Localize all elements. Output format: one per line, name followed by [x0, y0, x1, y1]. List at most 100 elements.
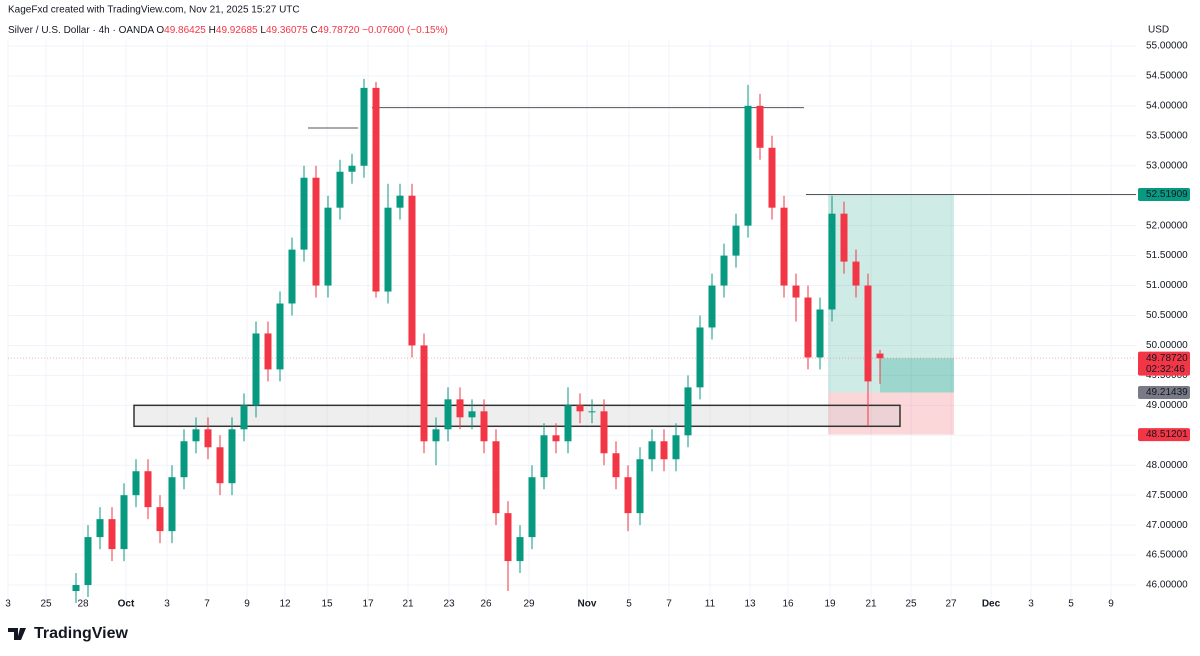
- y-tick-label: 55.00000: [1146, 41, 1188, 52]
- y-tick-label: 50.50000: [1146, 310, 1188, 321]
- candle-body: [96, 519, 104, 538]
- price-label: 48.51201: [1146, 429, 1188, 440]
- x-tick-label: 21: [402, 599, 414, 610]
- candle-body: [372, 87, 380, 292]
- candle-body: [684, 387, 692, 436]
- ohlc-value: 49.92685: [216, 25, 258, 36]
- candle-body: [156, 507, 164, 532]
- candle-body: [828, 213, 836, 310]
- y-tick-label: 46.50000: [1146, 550, 1188, 561]
- price-label-bg: [1138, 188, 1190, 202]
- candle-body: [864, 285, 872, 382]
- y-tick-label: 54.00000: [1146, 100, 1188, 111]
- x-tick-label: 7: [666, 599, 672, 610]
- y-tick-label: 53.00000: [1146, 160, 1188, 171]
- candle-body: [108, 519, 116, 550]
- ohlc-letter: C: [310, 25, 317, 36]
- stop-zone: [828, 392, 954, 435]
- candle-body: [216, 447, 224, 484]
- candle-body: [192, 429, 200, 442]
- x-tick-label: 25: [40, 599, 52, 610]
- candle-body: [288, 249, 296, 304]
- price-label-bg: [1138, 385, 1190, 399]
- y-tick-label: 54.50000: [1146, 71, 1188, 82]
- candle-body: [396, 195, 404, 208]
- candle-body: [300, 177, 308, 250]
- target-zone: [828, 194, 954, 393]
- candle-body: [456, 399, 464, 418]
- ohlc-letter: H: [209, 25, 216, 36]
- y-tick-label: 52.00000: [1146, 220, 1188, 231]
- candle-body: [660, 441, 668, 460]
- candle-body: [504, 513, 512, 562]
- y-tick-label: 47.00000: [1146, 520, 1188, 531]
- candle-body: [264, 333, 272, 370]
- candle-body: [696, 327, 704, 388]
- candle-body: [576, 405, 584, 412]
- candle-body: [732, 225, 740, 256]
- x-tick-label: 23: [443, 599, 455, 610]
- candle-body: [132, 471, 140, 496]
- candle-body: [252, 333, 260, 406]
- candle-body: [648, 441, 656, 460]
- x-tick-label: 3: [164, 599, 170, 610]
- x-tick-label: 5: [1068, 599, 1074, 610]
- candle-body: [552, 435, 560, 442]
- candle-body: [348, 165, 356, 172]
- candle-body: [84, 537, 92, 586]
- symbol: Silver / U.S. Dollar · 4h · OANDA: [8, 25, 154, 36]
- x-tick-label: 9: [1108, 599, 1114, 610]
- x-tick-label: 28: [77, 599, 89, 610]
- x-tick-label: 21: [865, 599, 877, 610]
- x-tick-label: 29: [523, 599, 535, 610]
- candle-body: [792, 285, 800, 298]
- candle-body: [228, 429, 236, 484]
- candle-body: [72, 585, 80, 592]
- x-tick-label: 26: [480, 599, 492, 610]
- candle-body: [240, 405, 248, 430]
- price-label: 49.21439: [1146, 387, 1188, 398]
- y-tick-label: 51.00000: [1146, 280, 1188, 291]
- change: −0.07600 (−0.15%): [362, 25, 448, 36]
- candle-body: [144, 471, 152, 508]
- candle-body: [876, 353, 884, 359]
- y-tick-label: 53.50000: [1146, 130, 1188, 141]
- candle-body: [480, 411, 488, 442]
- candle-body: [600, 411, 608, 454]
- candle-body: [720, 255, 728, 286]
- candle-body: [804, 297, 812, 358]
- candle-body: [516, 537, 524, 562]
- candle-body: [204, 429, 212, 448]
- x-tick-label: 3: [1028, 599, 1034, 610]
- y-tick-label: 49.00000: [1146, 400, 1188, 411]
- live-profit: [880, 358, 954, 393]
- price-label-bg: [1138, 351, 1190, 376]
- price-label: 49.78720: [1146, 353, 1188, 364]
- candle-body: [768, 147, 776, 208]
- candle-body: [468, 411, 476, 418]
- y-tick-label: 48.00000: [1146, 460, 1188, 471]
- candle-body: [324, 207, 332, 286]
- ohlc-value: 49.36075: [266, 25, 308, 36]
- x-tick-label: 5: [626, 599, 632, 610]
- candle-body: [180, 441, 188, 478]
- candle-body: [408, 195, 416, 346]
- candle-body: [744, 105, 752, 226]
- y-tick-label: 51.50000: [1146, 250, 1188, 261]
- ohlc-letter: O: [156, 25, 164, 36]
- x-tick-label: 11: [705, 599, 716, 610]
- x-tick-label: 16: [782, 599, 794, 610]
- x-tick-label: 27: [945, 599, 957, 610]
- x-tick-label: Oct: [118, 599, 135, 610]
- candle-body: [492, 441, 500, 514]
- candle-body: [276, 303, 284, 370]
- x-tick-label: 12: [279, 599, 291, 610]
- brand: TradingView: [34, 625, 129, 642]
- candle-body: [816, 309, 824, 358]
- y-tick-label: 47.50000: [1146, 490, 1188, 501]
- y-tick-label: 50.00000: [1146, 340, 1188, 351]
- credit: KageFxd created with TradingView.com, No…: [8, 5, 300, 16]
- candle-body: [540, 435, 548, 478]
